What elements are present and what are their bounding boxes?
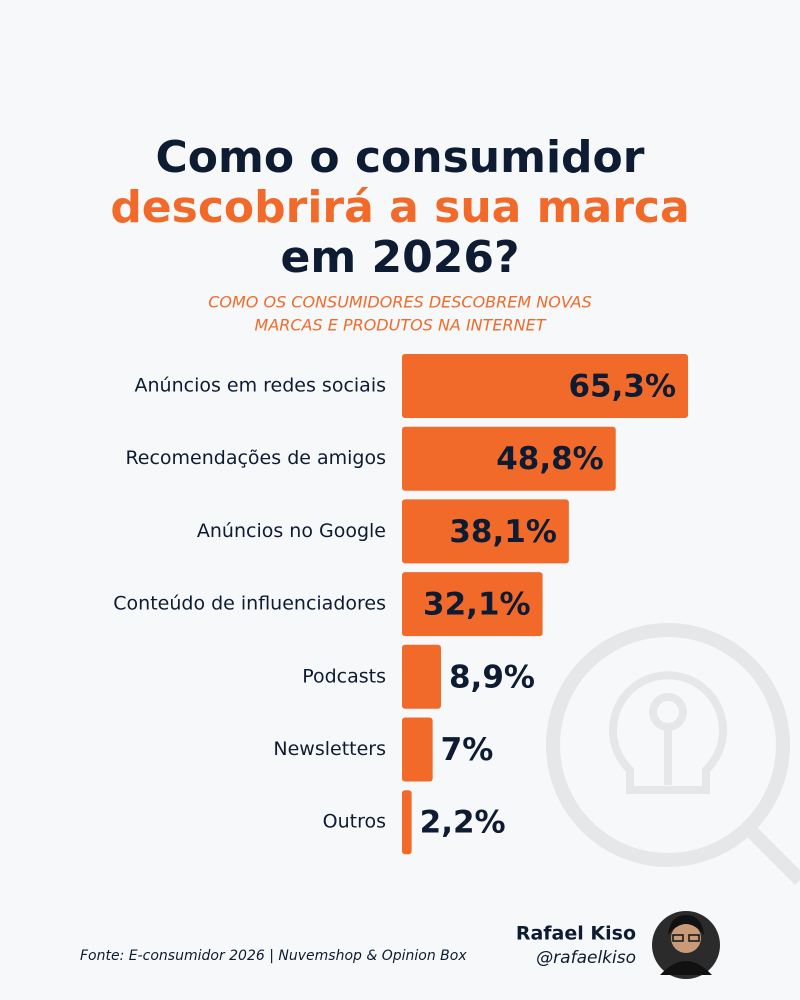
value-label: 32,1%	[423, 587, 531, 623]
category-label: Podcasts	[302, 665, 386, 687]
subtitle-line: COMO OS CONSUMIDORES DESCOBREM NOVAS	[208, 293, 592, 312]
value-label: 38,1%	[449, 514, 557, 550]
bar	[402, 790, 412, 855]
category-label: Conteúdo de influenciadores	[113, 593, 386, 615]
category-label: Anúncios em redes sociais	[135, 375, 387, 397]
author-name: Rafael Kiso	[516, 923, 636, 945]
title-line: em 2026?	[281, 232, 520, 283]
bar	[402, 717, 433, 782]
value-label: 48,8%	[496, 441, 604, 477]
decor-magnifier	[546, 623, 800, 885]
bar	[402, 426, 616, 491]
category-label: Outros	[323, 811, 386, 833]
bar	[402, 572, 543, 637]
value-label: 7%	[441, 732, 494, 768]
subtitle-line: MARCAS E PRODUTOS NA INTERNET	[255, 316, 547, 335]
title-line: Como o consumidor	[156, 132, 645, 183]
category-label: Newsletters	[273, 738, 386, 760]
value-label: 65,3%	[568, 369, 676, 405]
category-label: Anúncios no Google	[197, 520, 386, 542]
avatar	[652, 911, 720, 979]
title-line: descobrirá a sua marca	[110, 182, 689, 233]
source: Fonte: E-consumidor 2026 | Nuvemshop & O…	[80, 948, 467, 964]
value-label: 2,2%	[420, 805, 506, 841]
category-label: Recomendações de amigos	[125, 447, 386, 469]
bar	[402, 644, 441, 709]
bar	[402, 499, 569, 564]
value-label: 8,9%	[449, 659, 535, 695]
author-handle: @rafaelkiso	[536, 948, 636, 968]
bar	[402, 354, 689, 418]
